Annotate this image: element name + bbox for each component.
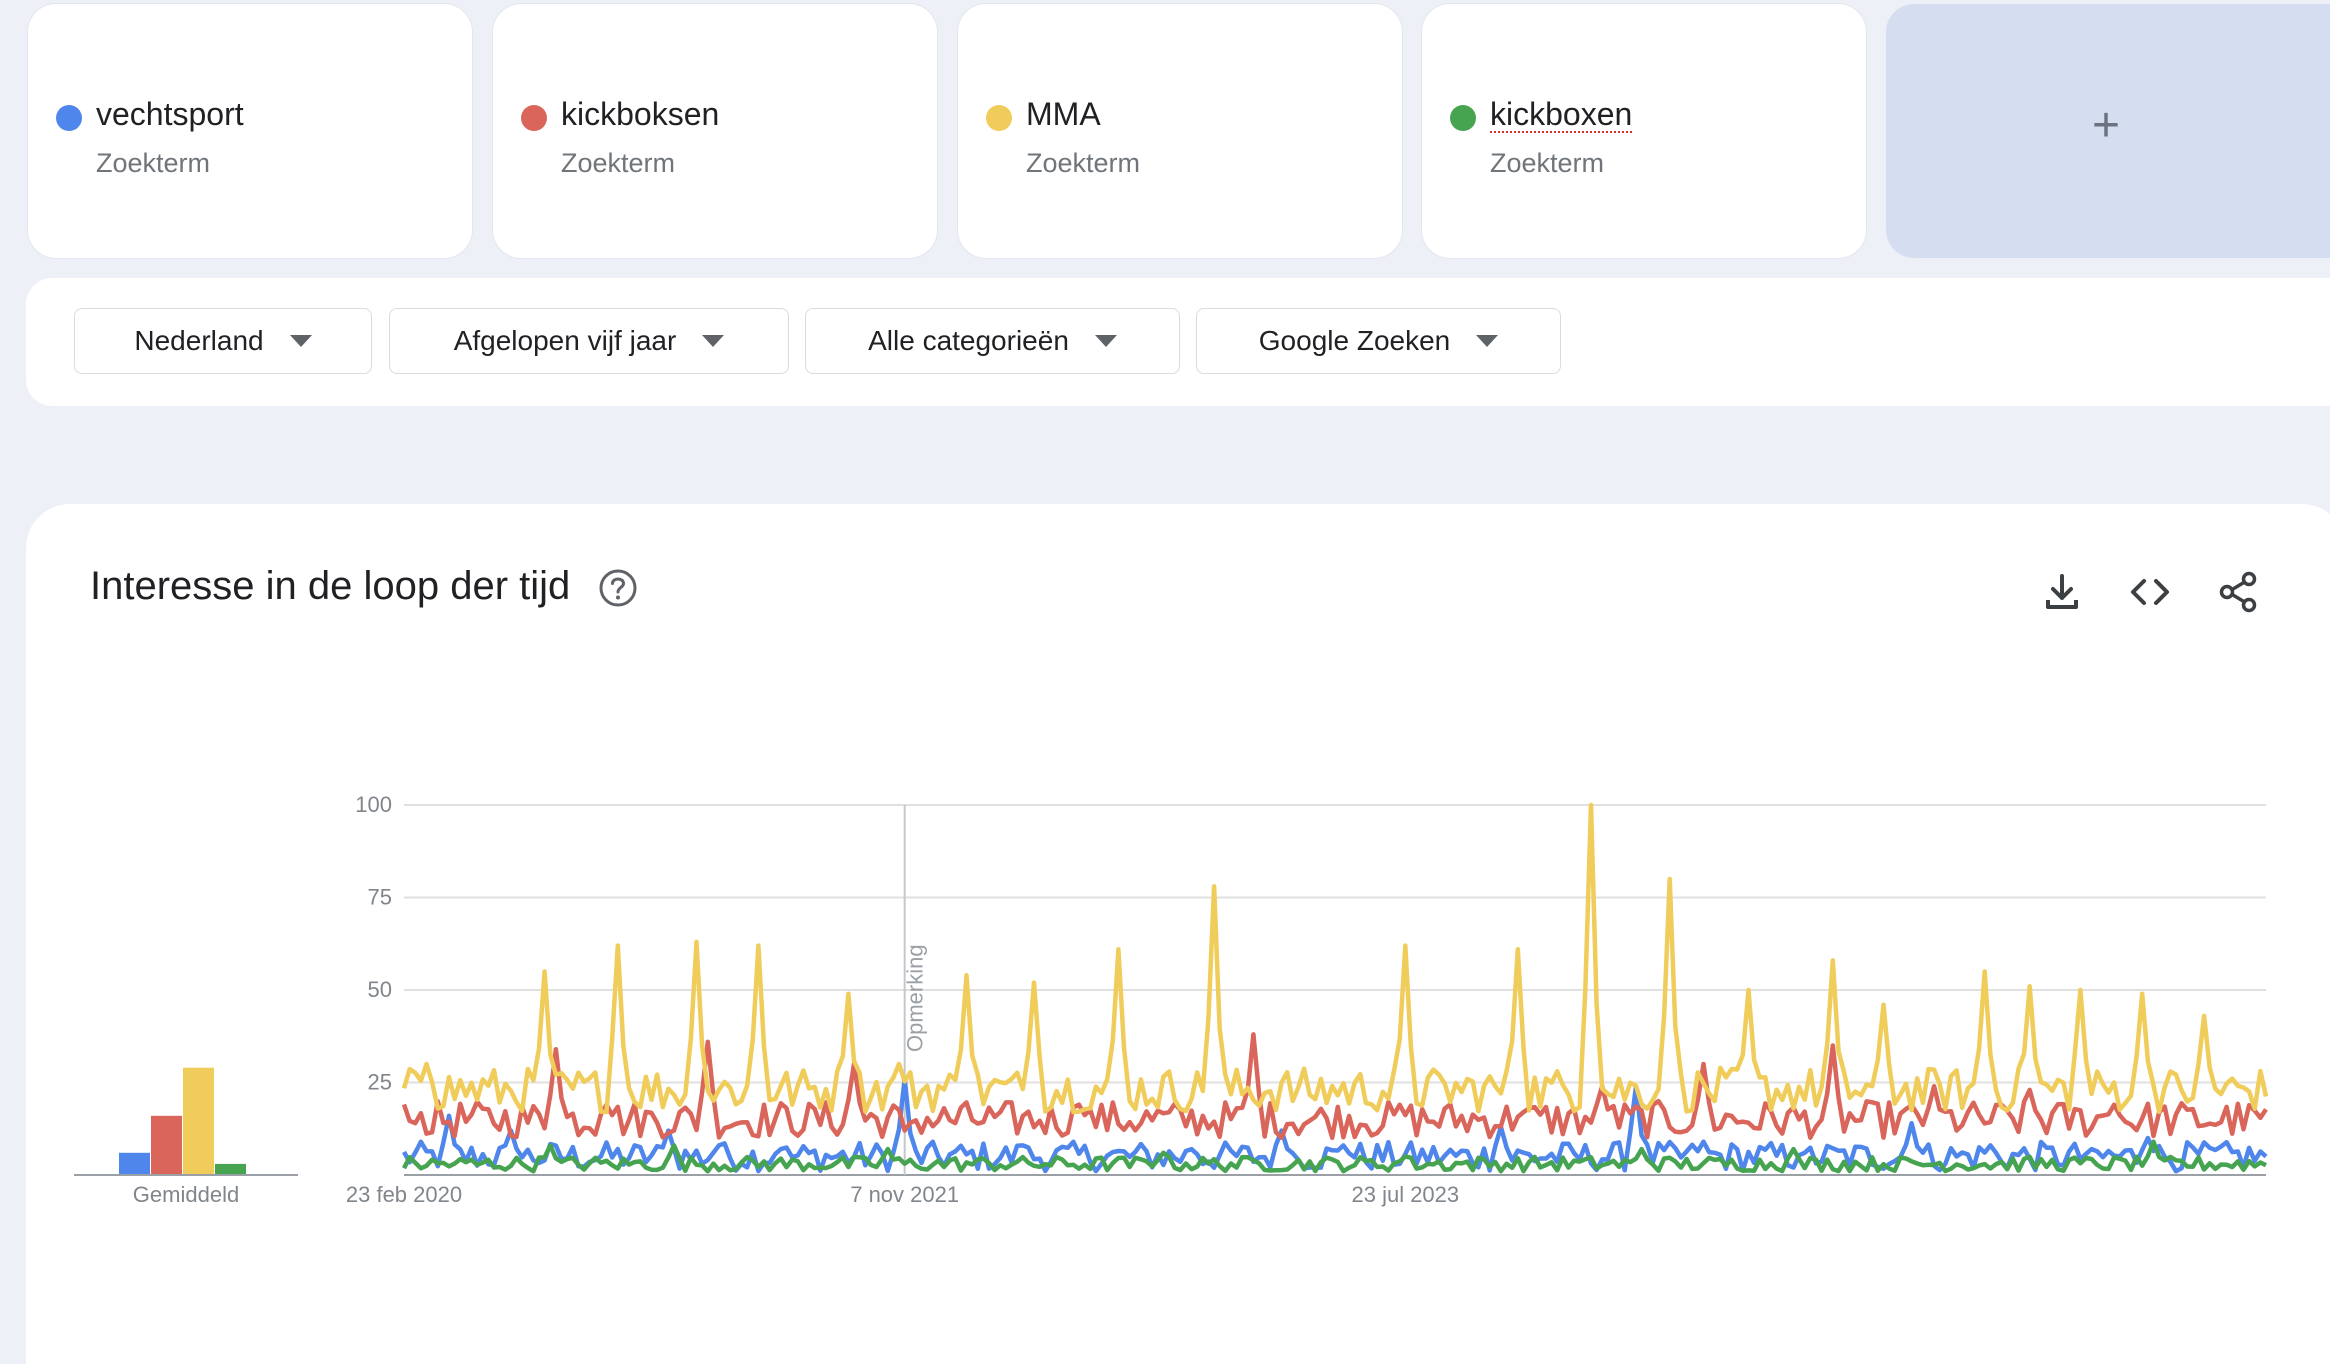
period-dropdown-label: Afgelopen vijf jaar — [453, 325, 677, 356]
caret-down-icon — [1476, 335, 1499, 347]
region-dropdown-label: Nederland — [134, 325, 264, 356]
search-type-dropdown-label: Google Zoeken — [1258, 325, 1451, 356]
term-card-vechtsport[interactable]: vechtsport Zoekterm — [28, 4, 472, 258]
term-name[interactable]: kickboksen — [561, 96, 720, 132]
caret-down-icon — [1094, 335, 1117, 347]
share-icon[interactable] — [2216, 570, 2260, 614]
term-type-label: Zoekterm — [96, 148, 211, 178]
period-dropdown[interactable]: Afgelopen vijf jaar — [389, 308, 789, 374]
interest-over-time-card: Interesse in de loop der tijd — [26, 504, 2330, 1364]
category-dropdown-label: Alle categorieën — [868, 325, 1069, 356]
term-card-kickboxen[interactable]: kickboxen Zoekterm — [1422, 4, 1866, 258]
term-name[interactable]: MMA — [1026, 96, 1101, 132]
caret-down-icon — [702, 335, 725, 347]
x-tick-label: 23 feb 2020 — [346, 1182, 462, 1207]
category-dropdown[interactable]: Alle categorieën — [805, 308, 1180, 374]
term-card-kickboksen[interactable]: kickboksen Zoekterm — [493, 4, 937, 258]
add-term-button[interactable]: + — [1886, 4, 2330, 258]
series-line-kickboxen — [401, 1139, 2267, 1174]
average-bar-kickboxen — [215, 1163, 246, 1175]
series-line-kickboksen — [401, 1032, 2268, 1141]
term-card-mma[interactable]: MMA Zoekterm — [958, 4, 1402, 258]
term-name[interactable]: vechtsport — [96, 96, 244, 132]
plus-icon: + — [2092, 99, 2121, 152]
code-icon[interactable] — [2128, 570, 2172, 614]
y-tick-label: 25 — [368, 1070, 392, 1095]
help-circle-icon[interactable] — [598, 568, 638, 608]
average-bar-kickboksen — [151, 1115, 182, 1175]
series-color-dot — [56, 105, 82, 131]
x-tick-label: 7 nov 2021 — [850, 1182, 959, 1207]
term-type-label: Zoekterm — [561, 148, 676, 178]
term-type-label: Zoekterm — [1026, 148, 1141, 178]
x-tick-label: 23 jul 2023 — [1351, 1182, 1459, 1207]
average-label: Gemiddeld — [133, 1182, 239, 1207]
series-color-dot — [521, 105, 547, 131]
term-type-label: Zoekterm — [1490, 148, 1605, 178]
series-line-vechtsport — [402, 1076, 2268, 1174]
average-bar-vechtsport — [119, 1152, 150, 1175]
series-color-dot — [1450, 105, 1476, 131]
series-color-dot — [986, 105, 1012, 131]
search-type-dropdown[interactable]: Google Zoeken — [1196, 308, 1561, 374]
y-tick-label: 100 — [355, 792, 392, 817]
y-tick-label: 50 — [368, 977, 392, 1002]
term-name[interactable]: kickboxen — [1490, 96, 1633, 132]
average-bar-MMA — [183, 1067, 214, 1175]
region-dropdown[interactable]: Nederland — [74, 308, 372, 374]
filter-bar: Nederland Afgelopen vijf jaar Alle categ… — [26, 278, 2330, 406]
series-line-MMA — [401, 802, 2269, 1115]
download-icon[interactable] — [2040, 570, 2084, 614]
section-title: Interesse in de loop der tijd — [90, 564, 571, 608]
annotation-label: Opmerking — [903, 944, 928, 1052]
caret-down-icon — [289, 335, 312, 347]
y-tick-label: 75 — [368, 885, 392, 910]
